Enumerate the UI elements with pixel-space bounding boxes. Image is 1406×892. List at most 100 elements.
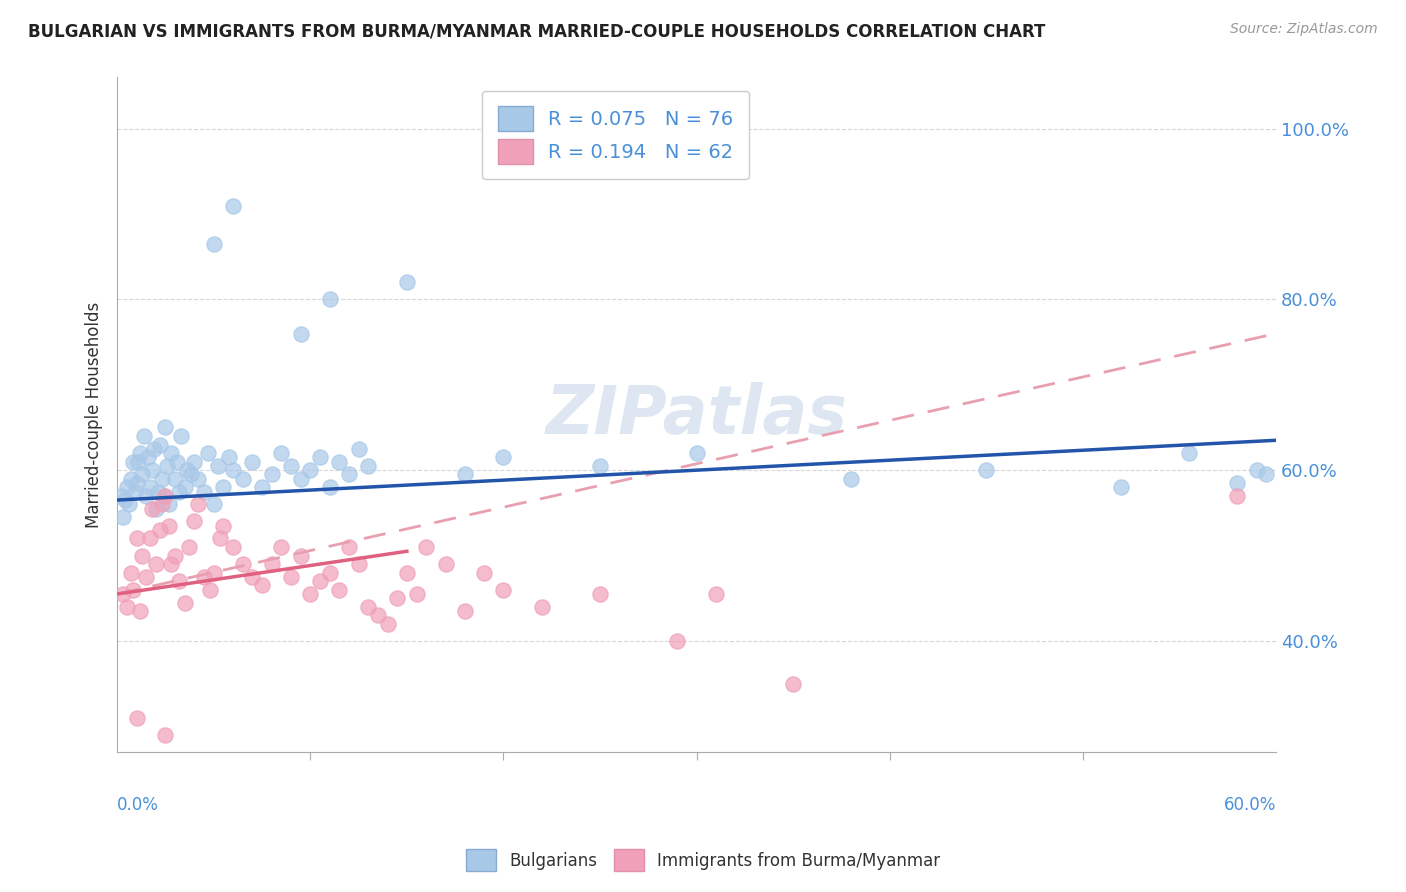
Point [280,458,302,473]
Point [260,467,283,482]
Point [166,455,188,469]
Point [309,450,332,465]
Point [395,566,418,580]
Point [1226,489,1249,503]
Point [782,676,804,690]
Point [167,574,190,589]
Point [405,587,427,601]
Point [187,472,209,486]
Point [180,467,202,482]
Point [155,489,177,503]
Point [299,463,322,477]
Point [197,446,219,460]
Point [157,518,180,533]
Point [183,455,205,469]
Point [187,497,209,511]
Point [142,442,165,456]
Point [270,540,292,554]
Point [318,566,340,580]
Point [110,489,132,503]
Point [135,570,157,584]
Point [150,472,173,486]
Point [198,582,221,597]
Point [337,540,360,554]
Point [250,578,273,592]
Text: ZIPatlas: ZIPatlas [546,382,848,448]
Point [704,587,727,601]
Point [492,450,515,465]
Point [328,582,350,597]
Point [150,497,173,511]
Point [160,446,183,460]
Point [121,455,143,469]
Point [183,515,205,529]
Point [387,591,409,606]
Point [155,728,177,742]
Point [232,557,254,571]
Point [156,458,179,473]
Point [176,463,198,477]
Point [589,587,612,601]
Point [290,549,312,563]
Point [129,446,152,460]
Point [395,276,418,290]
Point [145,501,167,516]
Point [454,467,477,482]
Text: Source: ZipAtlas.com: Source: ZipAtlas.com [1230,22,1378,37]
Point [377,616,399,631]
Point [177,540,200,554]
Point [1111,480,1133,494]
Point [666,634,689,648]
Point [280,570,302,584]
Point [337,467,360,482]
Legend: R = 0.075   N = 76, R = 0.194   N = 62: R = 0.075 N = 76, R = 0.194 N = 62 [482,90,749,179]
Point [318,480,340,494]
Point [357,458,380,473]
Point [131,549,153,563]
Point [139,480,162,494]
Point [134,429,156,443]
Point [157,497,180,511]
Point [232,472,254,486]
Point [415,540,437,554]
Point [202,497,225,511]
Point [318,293,340,307]
Point [1226,475,1249,490]
Y-axis label: Married-couple Households: Married-couple Households [86,301,103,528]
Point [531,599,554,614]
Point [974,463,997,477]
Point [328,455,350,469]
Point [120,566,142,580]
Point [212,518,235,533]
Point [290,326,312,341]
Point [454,604,477,618]
Point [193,484,215,499]
Point [145,557,167,571]
Point [309,574,332,589]
Point [1256,467,1278,482]
Point [131,467,153,482]
Point [141,501,163,516]
Point [155,420,177,434]
Point [589,458,612,473]
Text: 0.0%: 0.0% [117,796,159,814]
Legend: Bulgarians, Immigrants from Burma/Myanmar: Bulgarians, Immigrants from Burma/Myanma… [457,841,949,880]
Point [1178,446,1201,460]
Point [111,510,134,524]
Point [152,489,174,503]
Point [202,236,225,251]
Point [115,480,138,494]
Point [165,549,187,563]
Point [270,446,292,460]
Point [207,458,229,473]
Point [202,566,225,580]
Point [125,711,148,725]
Point [124,484,146,499]
Point [167,484,190,499]
Point [125,475,148,490]
Point [347,557,370,571]
Point [141,463,163,477]
Point [118,497,141,511]
Point [299,587,322,601]
Point [173,480,195,494]
